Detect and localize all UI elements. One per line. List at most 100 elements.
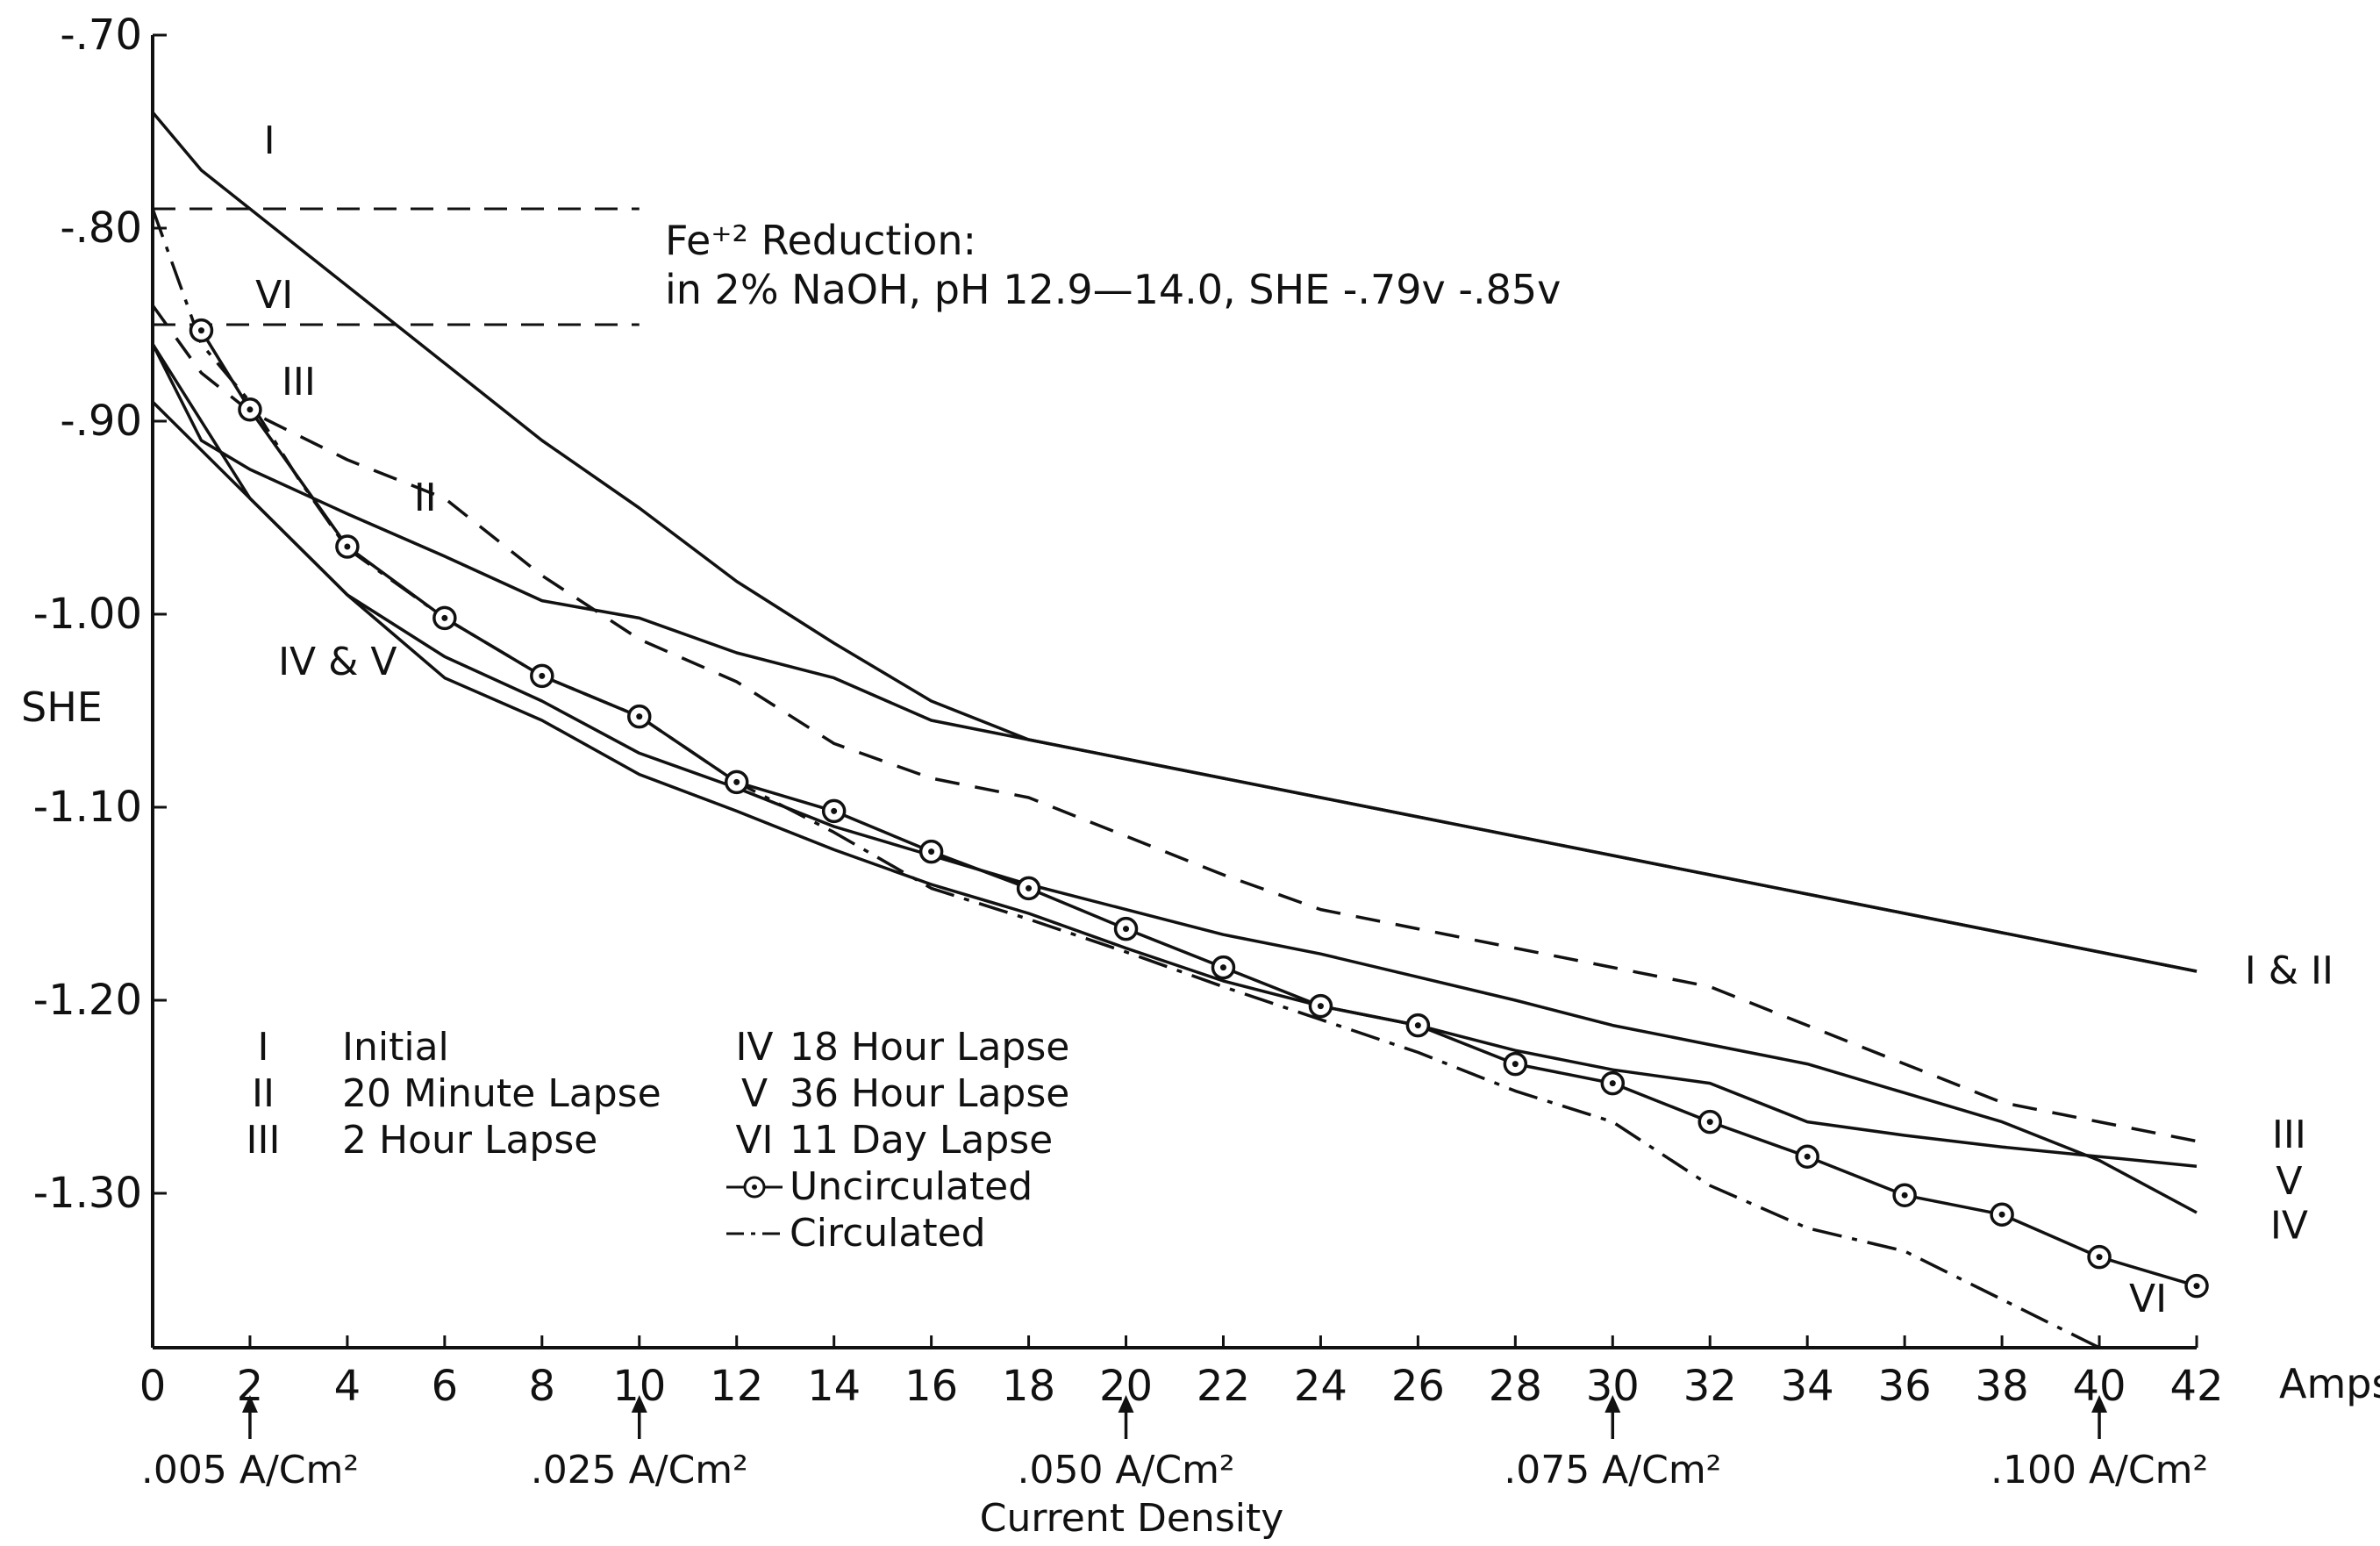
- x-tick-label: 24: [1294, 1362, 1347, 1411]
- curve-label: III: [2272, 1113, 2306, 1157]
- legend-numeral: II: [252, 1071, 275, 1116]
- data-point-center: [344, 543, 351, 550]
- data-point-center: [247, 406, 254, 413]
- curve-label: III: [282, 360, 316, 404]
- y-axis-title: SHE: [21, 684, 103, 731]
- current-density-axis: .005 A/Cm² .025 A/Cm² .050 A/Cm² .075 A/Cm²…: [141, 1395, 2208, 1492]
- x-tick-label: 38: [1976, 1362, 2029, 1411]
- current-density-title: Current Density: [980, 1496, 1284, 1541]
- legend-label: Uncirculated: [790, 1164, 1033, 1209]
- series-line-uncirculated: [199, 329, 2198, 1288]
- data-point-center: [1998, 1211, 2005, 1218]
- data-point-center: [1219, 964, 1226, 971]
- legend-numeral: V: [741, 1071, 768, 1116]
- legend-numeral: VI: [735, 1118, 773, 1163]
- x-tick-label: 4: [334, 1362, 361, 1411]
- data-point-center: [1706, 1119, 1713, 1126]
- y-tick-label: -.70: [60, 11, 142, 60]
- x-tick-label: 26: [1391, 1362, 1445, 1411]
- curve-label: IV: [2270, 1203, 2308, 1248]
- legend-label: 20 Minute Lapse: [342, 1071, 661, 1116]
- series-line-vi: [151, 208, 2100, 1349]
- curve-label: II: [414, 476, 437, 520]
- density-arrow-head: [1118, 1395, 1134, 1413]
- data-point-center: [1512, 1061, 1519, 1068]
- series-line-ii: [151, 343, 2198, 973]
- data-point-center: [441, 614, 448, 621]
- data-point-center: [2193, 1283, 2200, 1290]
- x-tick-label: 12: [710, 1362, 763, 1411]
- legend-label: 36 Hour Lapse: [790, 1071, 1069, 1116]
- x-axis-title: Amps: [2279, 1360, 2380, 1407]
- y-tick-label: -1.30: [33, 1169, 142, 1218]
- fe-reduction-lines: [153, 207, 640, 326]
- y-tick-label: -.90: [60, 397, 142, 446]
- legend-label: Circulated: [790, 1211, 986, 1256]
- y-tick-label: -1.10: [33, 783, 142, 832]
- density-arrow-head: [1605, 1395, 1621, 1413]
- x-tick-label: 36: [1878, 1362, 1932, 1411]
- x-tick-label: 16: [904, 1362, 958, 1411]
- data-point-center: [1123, 926, 1130, 933]
- x-tick-label: 28: [1489, 1362, 1542, 1411]
- data-point-center: [2096, 1254, 2103, 1261]
- density-marker-label: .100 A/Cm²: [1990, 1448, 2208, 1492]
- x-tick-label: 18: [1002, 1362, 1055, 1411]
- series-line-v: [151, 400, 2198, 1168]
- data-point-center: [1609, 1080, 1616, 1087]
- data-point-center: [733, 778, 740, 785]
- data-point-center: [1026, 884, 1033, 891]
- axes: 0 2 4 6 8 10 12 14 16 18 20 22 24 26 28 30 32 34 36 38 40 42-…: [33, 11, 2224, 1411]
- legend-label: 2 Hour Lapse: [342, 1118, 597, 1163]
- data-point-center: [1901, 1192, 1908, 1199]
- x-tick-label: 0: [139, 1362, 167, 1411]
- data-point-center: [1317, 1003, 1324, 1010]
- curve-label: I & II: [2245, 948, 2334, 993]
- x-tick-label: 22: [1197, 1362, 1250, 1411]
- density-arrow-head: [631, 1395, 647, 1413]
- series-line-i: [151, 111, 2198, 973]
- curve-label: VI: [255, 273, 293, 318]
- legend-numeral: III: [247, 1118, 281, 1163]
- series-line-iii: [151, 304, 2198, 1143]
- y-tick-label: -1.20: [33, 976, 142, 1025]
- series-curves: [151, 111, 2209, 1349]
- curve-label: VI: [2129, 1277, 2167, 1321]
- series-line-iv: [151, 343, 2198, 1214]
- y-tick-label: -1.00: [33, 590, 142, 639]
- y-tick-label: -.80: [60, 204, 142, 253]
- curve-label: I: [264, 118, 275, 163]
- density-arrow-head: [241, 1395, 258, 1413]
- density-marker-label: .025 A/Cm²: [531, 1448, 748, 1492]
- x-tick-label: 32: [1683, 1362, 1737, 1411]
- curve-label: IV & V: [278, 640, 397, 684]
- legend-numeral: IV: [735, 1025, 773, 1070]
- legend: I Initial II 20 Minute Lapse III 2 Hour Lapse…: [247, 1025, 1070, 1256]
- fe-reduction-conditions: in 2% NaOH, pH 12.9—14.0, SHE -.79v -.85…: [665, 266, 1561, 313]
- legend-label: Initial: [342, 1025, 449, 1070]
- data-point-center: [636, 713, 643, 720]
- density-arrow-head: [2091, 1395, 2108, 1413]
- legend-label: 11 Day Lapse: [790, 1118, 1053, 1163]
- density-marker-label: .075 A/Cm²: [1504, 1448, 1721, 1492]
- density-marker-label: .005 A/Cm²: [141, 1448, 359, 1492]
- density-marker-label: .050 A/Cm²: [1017, 1448, 1234, 1492]
- x-tick-label: 6: [432, 1362, 459, 1411]
- fe-reduction-title: Fe⁺² Reduction:: [665, 217, 976, 264]
- x-tick-label: 8: [529, 1362, 556, 1411]
- x-tick-label: 34: [1781, 1362, 1834, 1411]
- data-point-center: [928, 848, 935, 855]
- legend-numeral: I: [258, 1025, 269, 1070]
- data-point-center: [831, 807, 838, 814]
- data-point-center: [1804, 1153, 1811, 1160]
- legend-uncirculated-dot: [752, 1185, 757, 1190]
- x-tick-label: 14: [807, 1362, 861, 1411]
- data-point-center: [197, 327, 204, 334]
- x-tick-label: 42: [2169, 1362, 2223, 1411]
- curve-label: V: [2276, 1159, 2302, 1204]
- data-point-center: [1414, 1022, 1421, 1029]
- legend-label: 18 Hour Lapse: [790, 1025, 1069, 1070]
- data-point-center: [539, 672, 546, 679]
